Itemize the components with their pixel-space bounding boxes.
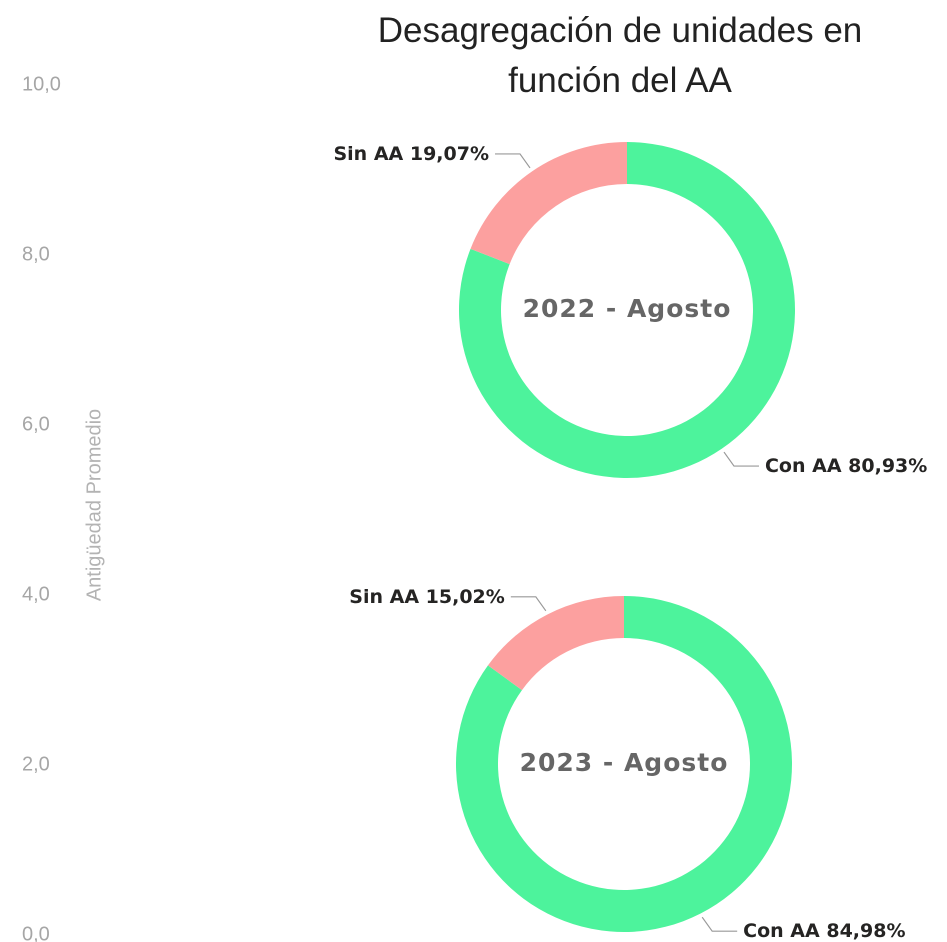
y-tick-label: 4,0 (22, 583, 50, 605)
slice-value-label: 84,98% (826, 920, 905, 942)
slice-category: Sin AA (349, 585, 419, 607)
slice-category: Con AA (743, 920, 820, 942)
slice-label: Sin AA 19,07% (333, 142, 489, 164)
slice-value-label: 15,02% (426, 585, 505, 607)
leader-line (510, 596, 547, 612)
y-tick-label: 0,0 (22, 923, 50, 942)
slice-value-label: 80,93% (848, 455, 927, 477)
slice-label: Sin AA 15,02% (349, 585, 505, 607)
y-tick-label: 8,0 (22, 243, 50, 265)
donut-center-label: 2022 - Agosto (523, 294, 732, 323)
donut-slice (487, 596, 624, 691)
leader-line (701, 916, 738, 932)
y-tick-label: 6,0 (22, 413, 50, 435)
y-tick-label: 2,0 (22, 753, 50, 775)
slice-category: Con AA (765, 455, 842, 477)
slice-label: Con AA 80,93% (765, 455, 927, 477)
donut-slice (470, 142, 627, 265)
y-tick-label: 10,0 (22, 73, 61, 95)
donut-center-label: 2023 - Agosto (520, 748, 729, 777)
slice-value-label: 19,07% (410, 142, 489, 164)
slice-label: Con AA 84,98% (743, 920, 905, 942)
y-axis-label: Antigüedad Promedio (83, 409, 105, 601)
leader-line (723, 451, 759, 467)
leader-line (495, 153, 531, 169)
slice-category: Sin AA (333, 142, 403, 164)
chart-title: Desagregación de unidades en función del… (377, 11, 863, 100)
